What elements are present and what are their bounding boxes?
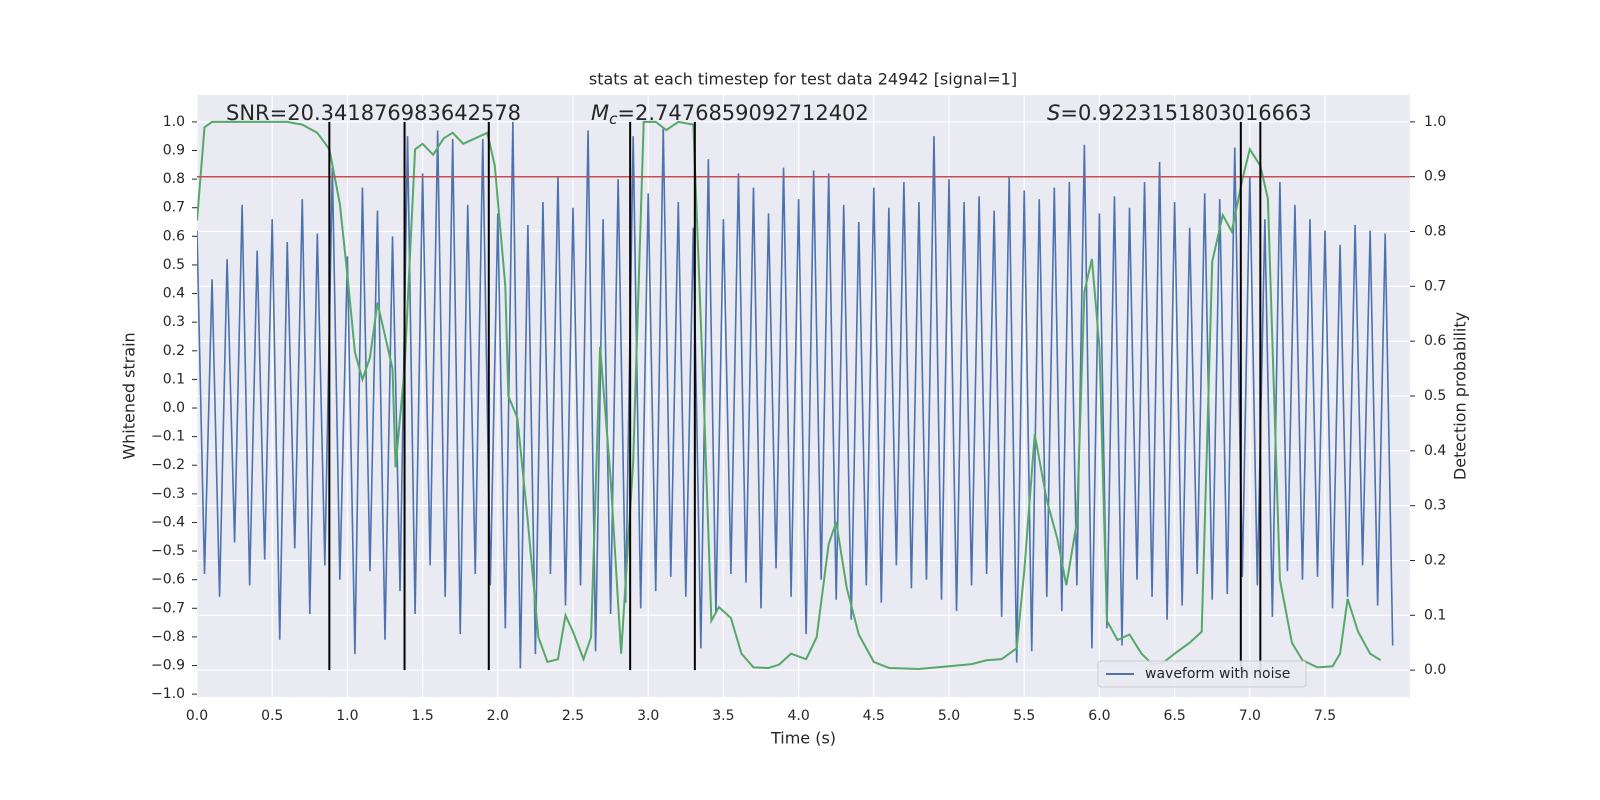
symbol: S <box>1047 101 1060 125</box>
y-tick-label: −0.2 <box>151 457 185 473</box>
chart-title: stats at each timestep for test data 249… <box>589 70 1017 89</box>
y-tick-label: 0.5 <box>163 257 185 273</box>
y-tick-label: −0.4 <box>151 514 185 530</box>
y-tick-label: −0.9 <box>151 658 185 674</box>
y2-tick-label: 0.8 <box>1424 224 1446 240</box>
y-tick-label: 0.1 <box>163 371 185 387</box>
x-axis-label: Time (s) <box>770 729 836 748</box>
x-tick-label: 5.5 <box>1013 708 1035 724</box>
x-tick-label: 3.5 <box>712 708 734 724</box>
x-tick-label: 7.0 <box>1239 708 1261 724</box>
y2-tick-label: 0.2 <box>1424 552 1446 568</box>
y2-tick-label: 0.9 <box>1424 169 1446 185</box>
symbol: M <box>591 101 609 125</box>
x-tick-label: 0.0 <box>186 708 208 724</box>
y2-tick-label: 0.5 <box>1424 388 1446 404</box>
y-tick-label: −0.5 <box>151 543 185 559</box>
y2-tick-label: 0.4 <box>1424 443 1446 459</box>
subscript: c <box>609 110 618 128</box>
y-tick-label: −0.7 <box>151 600 185 616</box>
x-tick-label: 6.5 <box>1163 708 1185 724</box>
y-tick-label: 0.7 <box>163 200 185 216</box>
x-tick-label: 4.5 <box>863 708 885 724</box>
y-tick-label: 0.3 <box>163 314 185 330</box>
y-axis-label: Whitened strain <box>120 332 139 459</box>
legend-label: waveform with noise <box>1145 666 1290 682</box>
annotation-s: S=0.9223151803016663 <box>1047 101 1312 125</box>
x-tick-label: 2.5 <box>562 708 584 724</box>
y-tick-label: 0.8 <box>163 171 185 187</box>
y-tick-label: 0.9 <box>163 143 185 159</box>
y2-tick-label: 0.3 <box>1424 498 1446 514</box>
x-tick-label: 6.0 <box>1088 708 1110 724</box>
y2-tick-label: 0.1 <box>1424 607 1446 623</box>
y2-tick-label: 1.0 <box>1424 114 1446 130</box>
y2-tick-label: 0.7 <box>1424 278 1446 294</box>
y-tick-label: 1.0 <box>163 114 185 130</box>
y-tick-label: −1.0 <box>151 686 185 702</box>
value: =2.7476859092712402 <box>617 101 868 125</box>
y-tick-label: 0.2 <box>163 343 185 359</box>
y-tick-label: −0.1 <box>151 429 185 445</box>
annotation-snr: SNR=20.341876983642578 <box>226 101 521 125</box>
y2-tick-label: 0.0 <box>1424 662 1446 678</box>
waveform-line <box>197 121 1394 669</box>
x-tick-label: 4.0 <box>787 708 809 724</box>
value: =0.9223151803016663 <box>1060 101 1311 125</box>
x-tick-label: 3.0 <box>637 708 659 724</box>
x-tick-label: 7.5 <box>1314 708 1336 724</box>
y2-tick-label: 0.6 <box>1424 333 1446 349</box>
y-tick-label: −0.8 <box>151 629 185 645</box>
y-tick-label: 0.4 <box>163 286 185 302</box>
y-tick-label: 0.6 <box>163 228 185 244</box>
x-tick-label: 2.0 <box>487 708 509 724</box>
probability-line <box>197 120 1382 671</box>
x-tick-label: 1.5 <box>411 708 433 724</box>
annotation-mc: Mc=2.7476859092712402 <box>591 101 869 128</box>
x-tick-label: 5.0 <box>938 708 960 724</box>
x-tick-label: 0.5 <box>261 708 283 724</box>
y-tick-label: −0.3 <box>151 486 185 502</box>
legend-box <box>1097 660 1307 688</box>
x-tick-label: 1.0 <box>336 708 358 724</box>
y-tick-label: −0.6 <box>151 572 185 588</box>
y-tick-label: 0.0 <box>163 400 185 416</box>
y2-axis-label: Detection probability <box>1451 312 1470 480</box>
